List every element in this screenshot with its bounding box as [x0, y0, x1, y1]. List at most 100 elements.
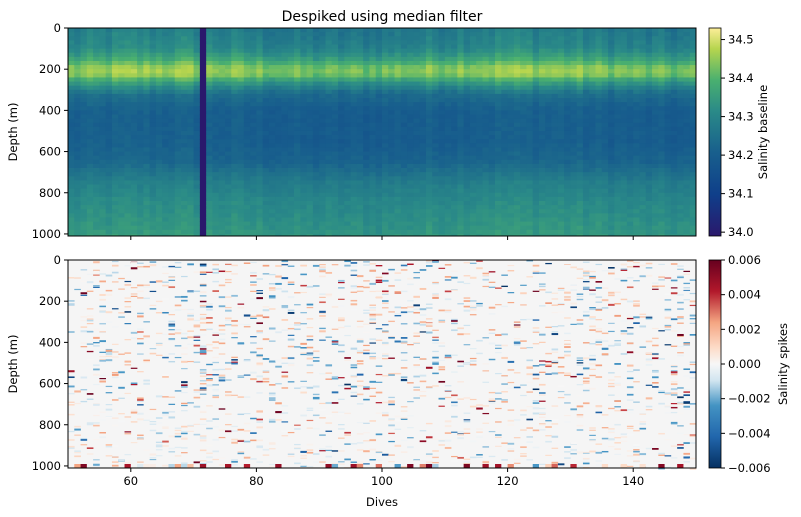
top-heatmap-cell	[231, 40, 238, 45]
top-heatmap-cell	[111, 135, 119, 140]
top-heatmap-cell	[275, 102, 282, 107]
top-heatmap-cell	[626, 159, 634, 165]
top-heatmap-cell	[601, 89, 609, 95]
top-heatmap-cell	[670, 32, 678, 37]
top-heatmap-cell	[400, 89, 408, 95]
top-heatmap-cell	[294, 180, 301, 185]
top-heatmap-cell	[495, 172, 502, 177]
top-heatmap-cell	[319, 28, 326, 33]
top-heatmap-cell	[564, 118, 571, 124]
top-heatmap-cell	[495, 184, 502, 190]
top-heatmap-cell	[652, 225, 659, 231]
top-heatmap-cell	[74, 225, 81, 231]
top-heatmap-cell	[413, 159, 421, 165]
top-heatmap-cell	[564, 196, 571, 202]
top-heatmap-cell	[551, 233, 559, 237]
top-heatmap-cell	[74, 48, 81, 54]
top-heatmap-cell	[608, 106, 615, 111]
top-heatmap-cell	[231, 221, 238, 227]
top-heatmap-cell	[608, 122, 615, 128]
top-heatmap-cell	[664, 93, 672, 99]
top-heatmap-cell	[143, 221, 151, 227]
top-heatmap-cell	[344, 77, 351, 82]
top-heatmap-cell	[413, 60, 421, 66]
top-heatmap-cell	[193, 135, 201, 140]
top-heatmap-cell	[325, 60, 333, 66]
top-heatmap-cell	[545, 205, 552, 210]
top-heatmap-cell	[664, 176, 672, 181]
top-heatmap-cell	[658, 102, 665, 107]
top-heatmap-cell	[557, 147, 565, 152]
top-heatmap-cell	[225, 32, 232, 37]
top-heatmap-cell	[294, 130, 301, 136]
top-heatmap-cell	[570, 221, 578, 227]
top-heatmap-cell	[287, 106, 295, 111]
top-heatmap-cell	[539, 77, 546, 82]
top-heatmap-cell	[218, 122, 226, 128]
top-heatmap-cell	[557, 172, 565, 177]
top-heatmap-cell	[451, 192, 458, 198]
top-heatmap-cell	[451, 159, 458, 165]
top-heatmap-cell	[570, 122, 578, 128]
top-heatmap-cell	[633, 225, 640, 231]
top-heatmap-cell	[438, 98, 446, 103]
top-heatmap-cell	[419, 106, 427, 111]
top-heatmap-cell	[118, 200, 125, 206]
top-heatmap-cell	[375, 196, 383, 202]
top-heatmap-cell	[652, 217, 659, 222]
top-heatmap-cell	[363, 110, 370, 115]
top-heatmap-cell	[507, 73, 515, 78]
top-heatmap-cell	[639, 229, 647, 235]
top-heatmap-cell	[482, 209, 490, 214]
top-heatmap-cell	[652, 118, 659, 124]
top-heatmap-cell	[482, 36, 490, 41]
top-heatmap-cell	[425, 155, 433, 161]
top-heatmap-cell	[400, 225, 408, 231]
top-heatmap-cell	[476, 89, 483, 95]
top-heatmap-cell	[111, 168, 119, 173]
top-heatmap-cell	[425, 225, 433, 231]
top-heatmap-cell	[639, 85, 647, 91]
top-heatmap-cell	[199, 200, 207, 206]
top-heatmap-cell	[181, 102, 188, 107]
top-heatmap-cell	[111, 114, 119, 120]
top-heatmap-cell	[350, 229, 358, 235]
top-heatmap-cell	[532, 40, 540, 45]
top-heatmap-cell	[639, 147, 647, 152]
top-heatmap-cell	[664, 44, 672, 49]
top-heatmap-cell	[400, 151, 408, 157]
top-heatmap-cell	[338, 163, 345, 169]
top-heatmap-cell	[526, 225, 534, 231]
top-heatmap-cell	[451, 85, 458, 91]
top-heatmap-cell	[155, 102, 163, 107]
top-heatmap-cell	[382, 126, 389, 132]
top-heatmap-cell	[206, 102, 213, 107]
top-heatmap-cell	[331, 114, 339, 120]
top-heatmap-cell	[545, 110, 552, 115]
top-heatmap-cell	[287, 184, 295, 190]
top-heatmap-cell	[394, 172, 402, 177]
top-heatmap-cell	[520, 147, 527, 152]
top-heatmap-cell	[620, 89, 628, 95]
top-heatmap-cell	[250, 143, 257, 148]
top-heatmap-cell	[608, 44, 615, 49]
top-heatmap-cell	[86, 217, 94, 222]
top-heatmap-cell	[582, 205, 590, 210]
top-heatmap-cell	[400, 196, 408, 202]
top-heatmap-cell	[275, 233, 282, 237]
top-heatmap-cell	[463, 168, 471, 173]
top-heatmap-cell	[231, 73, 238, 78]
top-heatmap-cell	[143, 56, 151, 62]
top-heatmap-cell	[93, 180, 100, 185]
top-heatmap-cell	[294, 196, 301, 202]
top-heatmap-cell	[677, 93, 684, 99]
top-heatmap-cell	[677, 60, 684, 66]
top-heatmap-cell	[168, 172, 176, 177]
top-heatmap-cell	[294, 155, 301, 161]
top-heatmap-cell	[501, 44, 508, 49]
top-heatmap-cell	[526, 139, 534, 144]
top-heatmap-cell	[187, 135, 194, 140]
top-heatmap-cell	[143, 110, 151, 115]
top-heatmap-cell	[513, 48, 521, 54]
top-heatmap-cell	[181, 225, 188, 231]
